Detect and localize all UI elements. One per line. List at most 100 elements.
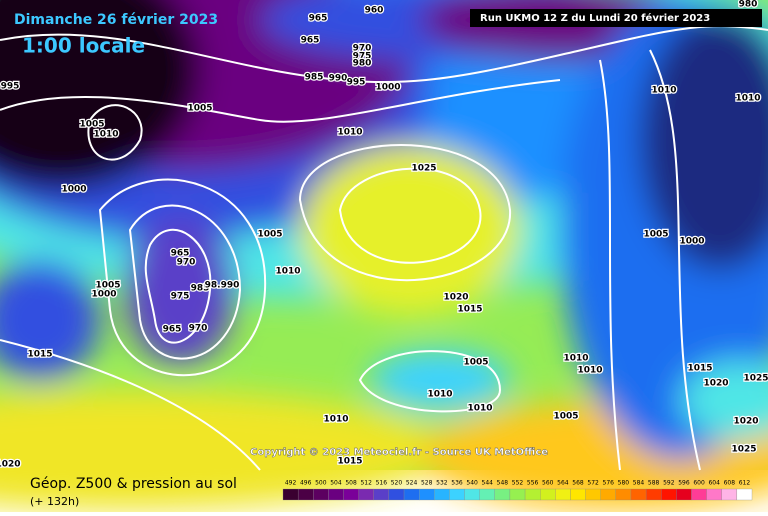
legend-swatch [691, 488, 707, 501]
legend-swatch [328, 488, 344, 501]
isobar-label: 1005 [257, 230, 282, 240]
isobar-label: 1010 [275, 267, 300, 277]
legend-label: 492 [285, 480, 297, 487]
legend-swatch [373, 488, 390, 501]
legend-swatch [464, 488, 480, 501]
isobar-label: 970 [177, 258, 196, 268]
legend-swatch [282, 488, 299, 501]
isobar-label: 1020 [703, 379, 728, 389]
isobar-label: 985 [305, 73, 324, 83]
isobar-label: 1000 [375, 83, 400, 93]
legend-label: 592 [663, 480, 675, 487]
legend-swatch [570, 488, 586, 501]
legend-label: 548 [497, 480, 509, 487]
legend: 492 496 500 504 508 512 516 520 524 528 532 536 540 5… [282, 480, 753, 501]
isobar-label: 970 [353, 44, 372, 54]
legend-swatch [297, 488, 314, 501]
legend-label: 500 [315, 480, 327, 487]
isobar-label: 1010 [93, 130, 118, 140]
isobar-label: 995 [1, 82, 20, 92]
isobar-label: 1010 [651, 86, 676, 96]
legend-label: 568 [572, 480, 584, 487]
isobar-label: 960 [365, 6, 384, 16]
isobar-label: 1015 [337, 457, 362, 467]
legend-label: 612 [739, 480, 751, 487]
legend-label: 516 [376, 480, 388, 487]
isobar-label: 975 [353, 52, 372, 62]
isobar-label: 1010 [563, 354, 588, 364]
legend-label: 532 [436, 480, 448, 487]
isobar-label: 1010 [337, 128, 362, 138]
legend-swatch [615, 488, 632, 501]
legend-swatch [449, 488, 465, 501]
isobar-label: 1025 [731, 445, 756, 455]
isobar-label: 1010 [323, 415, 348, 425]
isobar-label: 1010 [467, 404, 492, 414]
legend-label: 496 [300, 480, 312, 487]
isobar-label: 1000 [61, 185, 86, 195]
legend-swatch [600, 488, 616, 501]
time: 1:00 locale [22, 34, 145, 58]
legend-label: 508 [345, 480, 357, 487]
isobar-label: 1010 [735, 94, 760, 104]
legend-label: 588 [648, 480, 660, 487]
isobar-label: 970 [189, 324, 208, 334]
legend-swatch [479, 488, 495, 501]
isobar-label: 980 [739, 0, 758, 10]
isobar-label: 1005 [79, 120, 104, 130]
legend-swatch [630, 488, 647, 501]
run-box [470, 9, 762, 27]
legend-label: 576 [603, 480, 615, 487]
legend-label: 556 [527, 480, 539, 487]
isobar-label: 1005 [643, 230, 668, 240]
legend-label: 512 [360, 480, 372, 487]
isobar-label: 98.990 [205, 281, 240, 291]
legend-label: 564 [557, 480, 569, 487]
legend-label: 552 [512, 480, 524, 487]
legend-swatch [524, 488, 541, 501]
isobar-label: 1010 [577, 366, 602, 376]
legend-swatch [555, 488, 571, 501]
isobar-label: 1015 [27, 350, 52, 360]
legend-label: 544 [482, 480, 494, 487]
isobar-label: 1000 [91, 290, 116, 300]
isobar-label: 1015 [457, 305, 482, 315]
isobar-label: 1000 [679, 237, 704, 247]
isobar-label: 1025 [411, 164, 436, 174]
legend-label: 520 [391, 480, 403, 487]
isobar-label: 1020 [0, 460, 21, 470]
legend-label: 540 [466, 480, 478, 487]
isobar-label: 1010 [427, 390, 452, 400]
legend-label: 504 [330, 480, 342, 487]
legend-swatch [736, 488, 753, 501]
isobar-label: 1005 [187, 104, 212, 114]
isobar-label: 965 [171, 249, 190, 259]
isobar-label: 1025 [743, 374, 768, 384]
isobar-label: 990 [329, 74, 348, 84]
legend-label: 584 [633, 480, 645, 487]
isobar-label: 1020 [443, 293, 468, 303]
date: Dimanche 26 février 2023 [14, 12, 218, 28]
legend-label: 600 [693, 480, 705, 487]
legend-swatch [419, 488, 435, 501]
legend-swatch [540, 488, 556, 501]
legend-label: 528 [421, 480, 433, 487]
isobar-label: 1005 [95, 281, 120, 291]
legend-swatch [313, 488, 329, 501]
legend-swatch [494, 488, 511, 501]
legend-swatch [721, 488, 738, 501]
isobars [0, 25, 768, 471]
isobar-label: 965 [309, 14, 328, 24]
isobar-label: 975 [171, 292, 190, 302]
legend-swatch [358, 488, 374, 501]
isobar-label: 1020 [733, 417, 758, 427]
legend-label: 524 [406, 480, 418, 487]
isobar-label: 1005 [463, 358, 488, 368]
legend-swatch [509, 488, 526, 501]
footer-title: Géop. Z500 & pression au sol [30, 476, 237, 492]
isobar-label: 980 [353, 59, 372, 69]
isobar-label: 985 [191, 284, 210, 294]
isobar-label: 995 [347, 78, 366, 88]
